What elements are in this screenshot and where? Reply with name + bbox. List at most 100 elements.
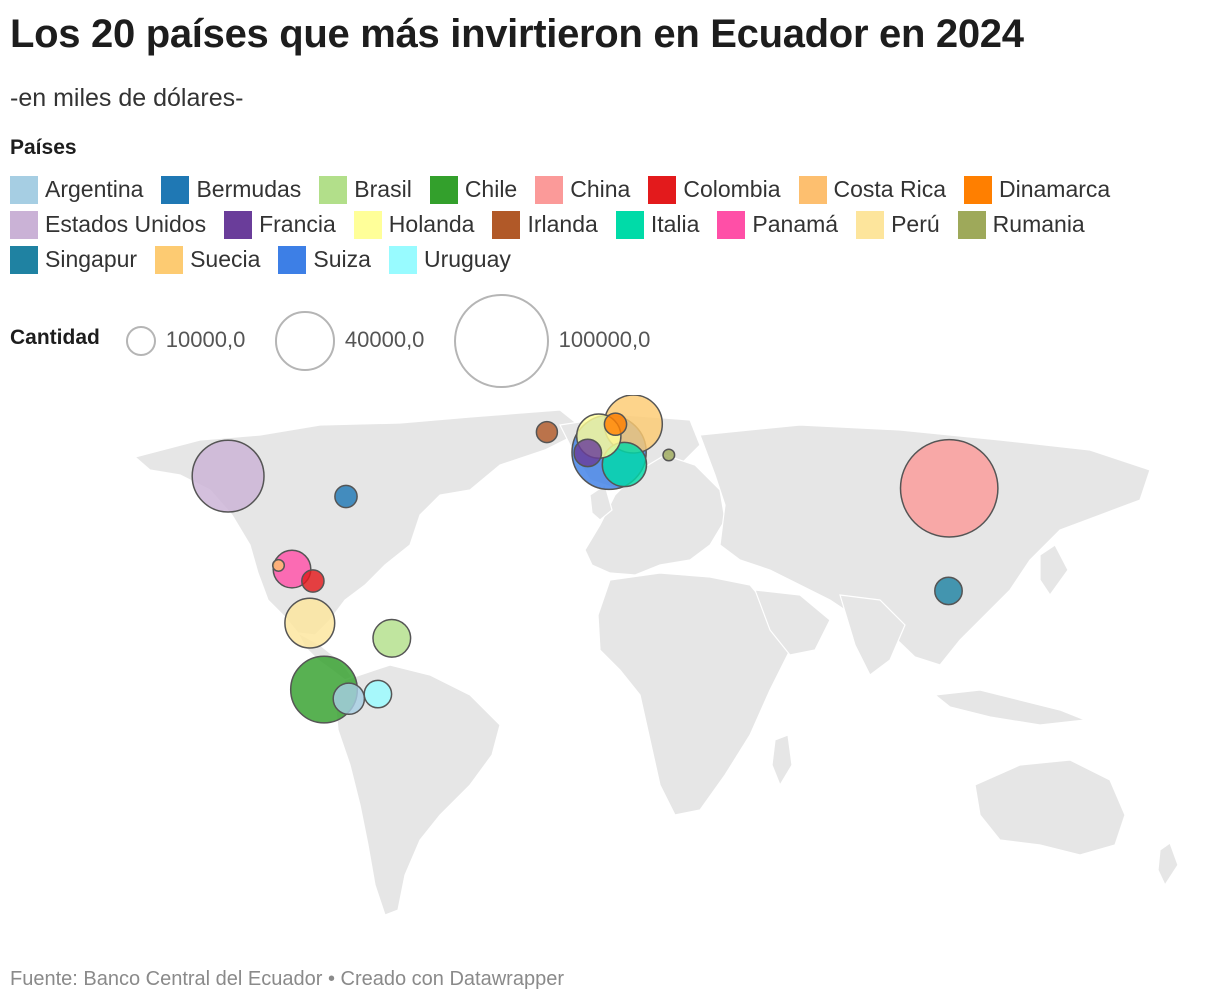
legend-swatch: [278, 245, 307, 274]
size-legend-label: 100000,0: [558, 327, 651, 352]
legend-label: Rumania: [992, 211, 1085, 237]
legend-label: Perú: [891, 211, 940, 237]
legend-swatch: [798, 175, 827, 204]
size-legend-label: 40000,0: [344, 327, 425, 352]
legend-item: China: [535, 175, 631, 204]
legend-label: Suecia: [190, 246, 261, 272]
legend-swatch: [319, 175, 348, 204]
bubble-bermudas[interactable]: [334, 484, 358, 509]
legend-swatch: [10, 210, 38, 239]
bubble-costa-rica[interactable]: [271, 558, 286, 572]
land-japan: [1039, 544, 1069, 597]
bubble-perú[interactable]: [284, 597, 336, 649]
land-north-america: [133, 409, 587, 636]
land-new-zealand: [1157, 842, 1179, 887]
bubble-dinamarca[interactable]: [603, 412, 628, 437]
bubble-rumania[interactable]: [662, 448, 676, 462]
legend-label: Chile: [464, 176, 518, 202]
legend-swatch: [535, 175, 564, 204]
legend-item: Perú: [856, 210, 940, 239]
legend-label: Brasil: [354, 176, 412, 202]
legend-label: Francia: [259, 211, 336, 237]
legend-swatch: [155, 245, 184, 274]
legend-label: Argentina: [45, 176, 144, 202]
legend-label: Singapur: [45, 246, 138, 272]
world-map: [133, 395, 1179, 916]
land-south-america: [334, 664, 501, 916]
legend-item: Brasil: [319, 175, 412, 204]
legend-label: Panamá: [752, 211, 839, 237]
land-asia: [699, 424, 1151, 666]
size-legend-label: 10000,0: [165, 327, 246, 352]
bubble-uruguay[interactable]: [363, 679, 393, 709]
legend-row: Singapur Suecia Suiza Uruguay: [10, 242, 1210, 277]
land-arabia: [754, 589, 831, 656]
size-legend: Cantidad 10000,0 40000,0 100000,0: [10, 293, 710, 389]
legend-label: Uruguay: [423, 246, 511, 272]
legend-item: Suecia: [155, 245, 261, 274]
legend-swatch: [856, 210, 885, 239]
legend-item: Argentina: [10, 175, 144, 204]
chart-subtitle: -en miles de dólares-: [10, 84, 244, 112]
bubble-francia[interactable]: [573, 438, 603, 468]
legend-swatch: [957, 210, 986, 239]
legend-heading: Países: [10, 136, 77, 159]
bubble-argentina[interactable]: [332, 682, 366, 716]
chart-title: Los 20 países que más invirtieron en Ecu…: [10, 12, 1024, 56]
legend-label: Suiza: [313, 246, 371, 272]
legend-item: Irlanda: [492, 210, 598, 239]
legend-item: Chile: [429, 175, 518, 204]
legend-item: Uruguay: [388, 245, 511, 274]
land-indonesia: [933, 689, 1086, 726]
size-legend-circle: [275, 311, 335, 371]
legend-item: Singapur: [10, 245, 138, 274]
legend-label: Irlanda: [527, 211, 598, 237]
legend-row: Argentina Bermudas Brasil Chile China Colombi…: [10, 172, 1210, 207]
legend-item: Holanda: [353, 210, 475, 239]
legend-label: Costa Rica: [833, 176, 946, 202]
legend-item: Estados Unidos: [10, 210, 207, 239]
legend-swatch: [388, 245, 417, 274]
legend-item: Francia: [224, 210, 336, 239]
bubble-brasil[interactable]: [372, 618, 412, 658]
legend-item: Rumania: [957, 210, 1085, 239]
bubble-china[interactable]: [899, 438, 999, 538]
bubble-estados-unidos[interactable]: [191, 439, 265, 513]
footer-source: Fuente: Banco Central del Ecuador • Crea…: [10, 968, 564, 990]
legend-swatch: [717, 210, 746, 239]
legend-swatch: [492, 210, 521, 239]
legend-row: Estados Unidos Francia Holanda Irlanda Itali…: [10, 207, 1210, 242]
legend-item: Suiza: [278, 245, 371, 274]
legend-swatch: [161, 175, 190, 204]
land-masses: [133, 409, 1179, 916]
legend-item: Bermudas: [161, 175, 302, 204]
legend-label: China: [570, 176, 631, 202]
legend-swatch: [10, 175, 38, 204]
bubble-layer: [191, 395, 999, 724]
size-legend-circle: [126, 326, 156, 356]
legend-swatch: [353, 210, 382, 239]
legend-swatch: [648, 175, 677, 204]
legend-item: Dinamarca: [963, 175, 1110, 204]
legend-label: Holanda: [388, 211, 475, 237]
legend-item: Panamá: [717, 210, 839, 239]
legend-label: Estados Unidos: [45, 211, 207, 237]
land-madagascar: [771, 734, 793, 787]
land-africa: [597, 572, 791, 816]
legend-swatch: [10, 245, 38, 274]
land-australia: [974, 759, 1126, 856]
bubble-colombia[interactable]: [301, 569, 325, 593]
legend-swatch: [615, 210, 644, 239]
color-legend: Argentina Bermudas Brasil Chile China Colombi…: [10, 172, 1210, 277]
legend-swatch: [429, 175, 458, 204]
legend-swatch: [963, 175, 992, 204]
bubble-irlanda[interactable]: [535, 420, 559, 444]
legend-item: Colombia: [648, 175, 781, 204]
legend-label: Bermudas: [196, 176, 302, 202]
legend-item: Costa Rica: [798, 175, 946, 204]
bubble-singapur[interactable]: [934, 576, 963, 606]
legend-label: Italia: [650, 211, 700, 237]
legend-swatch: [224, 210, 253, 239]
legend-item: Italia: [615, 210, 700, 239]
size-legend-title: Cantidad: [10, 326, 100, 349]
